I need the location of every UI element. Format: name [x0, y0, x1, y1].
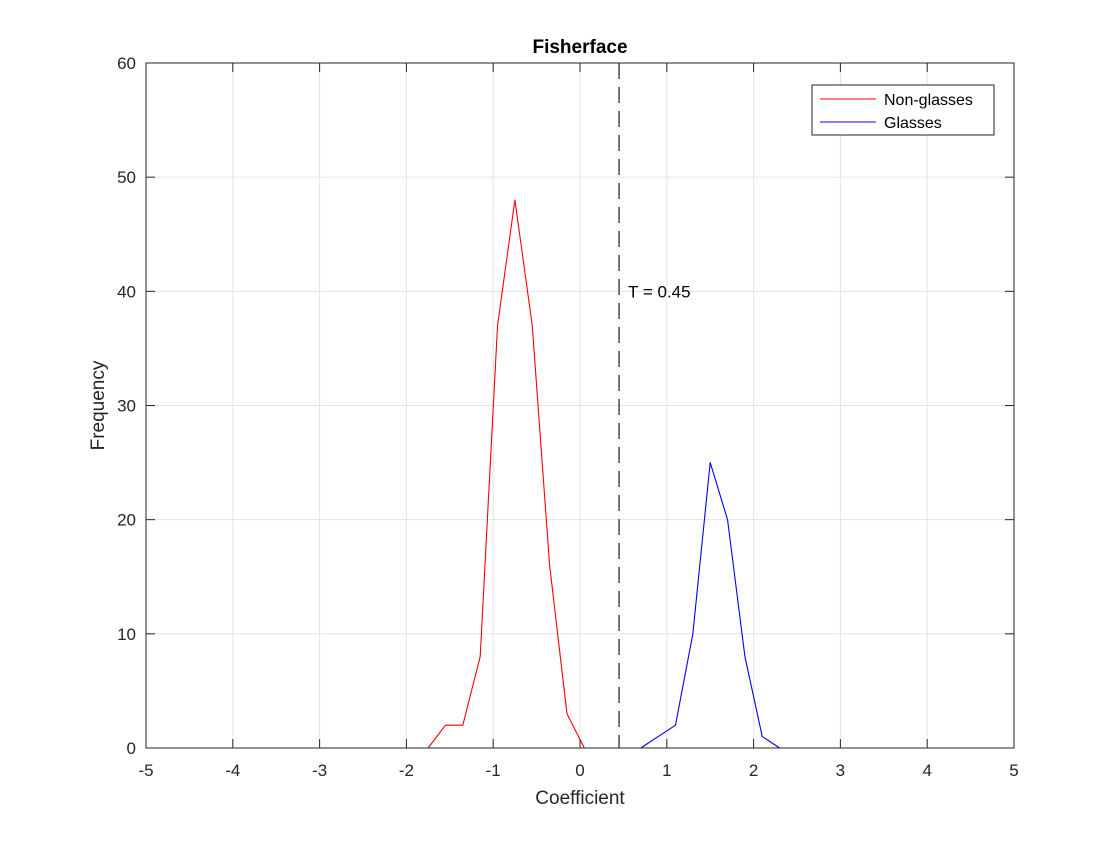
- series-line-glasses: [146, 462, 1014, 749]
- legend-box: [811, 84, 995, 136]
- chart-title: Fisherface: [532, 37, 627, 58]
- x-tick-label: -5: [138, 761, 153, 780]
- x-tick-label: 2: [749, 761, 758, 780]
- legend: Non-glasses Glasses: [811, 84, 995, 136]
- x-tick-label: -1: [486, 761, 501, 780]
- y-tick-label: 0: [127, 739, 136, 758]
- threshold-layer: T = 0.45: [618, 63, 691, 748]
- threshold-label: T = 0.45: [628, 282, 691, 301]
- legend-label: Glasses: [884, 115, 942, 132]
- y-tick-label: 60: [117, 54, 136, 73]
- x-tick-label: 5: [1009, 761, 1018, 780]
- x-tick-label: -3: [312, 761, 327, 780]
- x-tick-label: 0: [575, 761, 584, 780]
- series-layer: [146, 199, 1014, 749]
- x-axis-title: Coefficient: [535, 788, 625, 809]
- x-tick-label: 1: [662, 761, 671, 780]
- y-tick-label: 20: [117, 511, 136, 530]
- y-tick-label: 40: [117, 282, 136, 301]
- y-tick-label: 30: [117, 397, 136, 416]
- series-line-non-glasses: [146, 199, 1014, 749]
- y-tick-label: 10: [117, 625, 136, 644]
- x-tick-label: 4: [922, 761, 931, 780]
- x-tick-label: -4: [225, 761, 240, 780]
- x-tick-label: -2: [399, 761, 414, 780]
- y-tick-label: 50: [117, 168, 136, 187]
- y-axis-title: Frequency: [88, 360, 109, 450]
- x-tick-label: 3: [836, 761, 845, 780]
- legend-label: Non-glasses: [884, 92, 973, 109]
- axes-layer: [145, 62, 1015, 749]
